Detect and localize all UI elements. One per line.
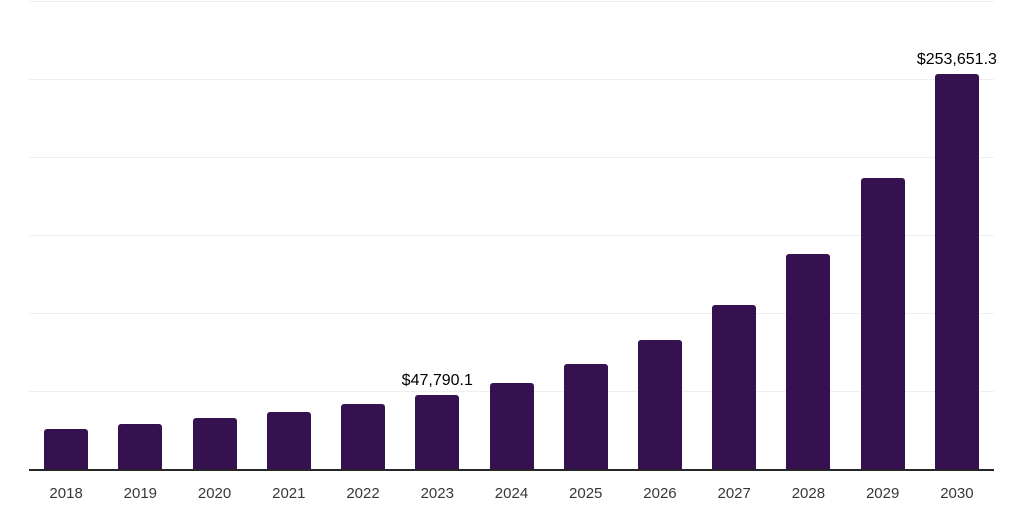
x-tick-2021: 2021	[272, 485, 306, 502]
gridline	[29, 78, 994, 80]
plot-area: $47,790.1 $253,651.3	[29, 1, 997, 471]
x-tick-2019: 2019	[123, 485, 158, 502]
bar-2024	[489, 382, 534, 470]
x-tick-2030: 2030	[940, 485, 974, 502]
x-tick-2018: 2018	[49, 485, 83, 502]
bar-2027	[712, 304, 757, 470]
gridline	[29, 156, 994, 158]
x-tick-2023: 2023	[420, 485, 454, 502]
bar-2023	[415, 395, 460, 470]
x-tick-2028: 2028	[791, 485, 826, 502]
bar-2026	[637, 339, 682, 470]
data-label-2023: $47,790.1	[401, 372, 473, 390]
x-axis-line	[29, 468, 994, 471]
data-label-2030: $253,651.3	[916, 51, 997, 69]
x-tick-2029: 2029	[865, 485, 900, 502]
x-axis-labels: 2018 2019 2020 2021 2022 2023 2024 2025 2026 2027…	[29, 484, 994, 504]
bar-2019	[118, 423, 163, 470]
x-tick-2025: 2025	[569, 485, 603, 502]
bar-2030	[934, 74, 979, 470]
gridline	[29, 234, 994, 236]
x-tick-2024: 2024	[494, 485, 529, 502]
x-tick-2020: 2020	[197, 485, 232, 502]
bar-2028	[786, 254, 831, 470]
bar-2029	[860, 177, 905, 470]
gridline	[29, 312, 994, 314]
gridline	[29, 1, 994, 2]
bar-2021	[266, 412, 311, 470]
bar-2018	[44, 429, 89, 470]
bar-2022	[341, 404, 386, 470]
x-tick-2027: 2027	[717, 485, 751, 502]
x-tick-2026: 2026	[643, 485, 677, 502]
bar-2025	[563, 364, 608, 470]
bar-2020	[192, 418, 237, 470]
x-tick-2022: 2022	[346, 485, 380, 502]
